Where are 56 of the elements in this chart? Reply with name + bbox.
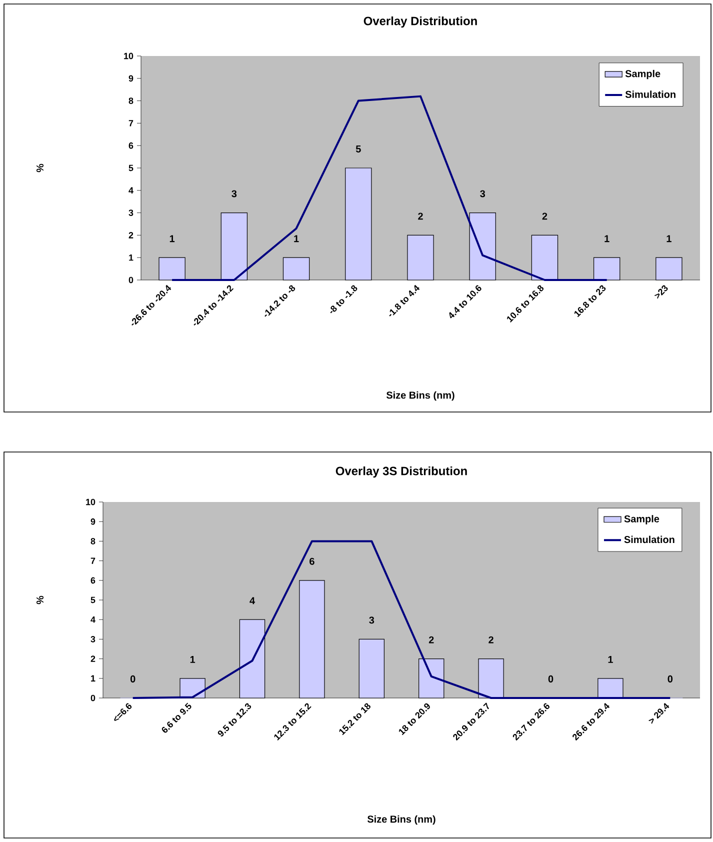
y-tick-label: 3 <box>90 636 96 642</box>
data-label: 6 <box>310 558 314 565</box>
legend-label: Simulation <box>624 536 674 544</box>
x-tick-label: 6.6 to 9.5 <box>162 702 192 733</box>
y-tick-label: 1 <box>91 675 96 682</box>
y-tick-label: 0 <box>128 276 134 284</box>
y-tick-label: 6 <box>128 142 134 149</box>
x-tick-label: >23 <box>654 285 668 299</box>
data-label: 2 <box>428 636 434 644</box>
data-label: 1 <box>666 235 672 242</box>
legend-label: Simulation <box>625 90 676 98</box>
data-label: 1 <box>604 235 610 242</box>
legend-label: Sample <box>625 70 660 80</box>
y-tick-label: 1 <box>129 254 134 261</box>
y-tick-label: 3 <box>128 210 134 216</box>
y-tick-label: 2 <box>90 656 96 662</box>
data-label: 1 <box>294 235 299 242</box>
y-tick-label: 4 <box>90 616 96 623</box>
y-axis-title: % <box>36 596 44 604</box>
data-label: 1 <box>170 235 175 242</box>
y-tick-label: 0 <box>90 694 96 702</box>
y-tick-label: 9 <box>90 518 96 525</box>
data-label: 3 <box>232 190 237 198</box>
chart-title: Overlay Distribution <box>364 16 477 28</box>
y-tick-label: 5 <box>90 596 96 604</box>
y-tick-label: 5 <box>128 164 134 172</box>
y-tick-label: 7 <box>90 558 96 564</box>
chart-title: Overlay 3S Distribution <box>336 466 467 478</box>
y-tick-label: 6 <box>90 577 96 584</box>
y-tick-label: 4 <box>128 187 134 194</box>
y-tick-label: 10 <box>86 498 96 506</box>
data-label: 1 <box>608 656 613 663</box>
y-tick-label: 10 <box>124 52 134 60</box>
line-series <box>171 95 608 281</box>
x-tick-label: -8 to -1.8 <box>330 285 358 314</box>
x-axis-title: Size Bins (nm) <box>386 391 454 401</box>
data-label: 3 <box>480 190 486 198</box>
x-tick-label: -1.8 to 4.4 <box>389 284 420 316</box>
data-label: 5 <box>356 146 361 152</box>
data-label: 1 <box>190 656 196 663</box>
y-tick-label: 8 <box>90 538 96 544</box>
x-axis-title: Size Bins (nm) <box>367 815 436 825</box>
data-label: 2 <box>418 212 423 220</box>
y-axis-title: % <box>36 164 44 172</box>
y-tick-label: 7 <box>128 120 134 126</box>
y-tick-label: 9 <box>128 75 134 82</box>
data-label: 0 <box>668 675 673 682</box>
y-tick-label: 8 <box>128 98 134 104</box>
legend-label: Sample <box>624 515 660 524</box>
data-label: 2 <box>542 212 548 220</box>
y-tick-label: 2 <box>128 232 134 238</box>
bar <box>598 678 624 698</box>
data-label: 4 <box>250 597 255 604</box>
data-label: 2 <box>488 636 494 644</box>
data-label: 0 <box>548 675 554 682</box>
data-label: 3 <box>369 616 374 624</box>
